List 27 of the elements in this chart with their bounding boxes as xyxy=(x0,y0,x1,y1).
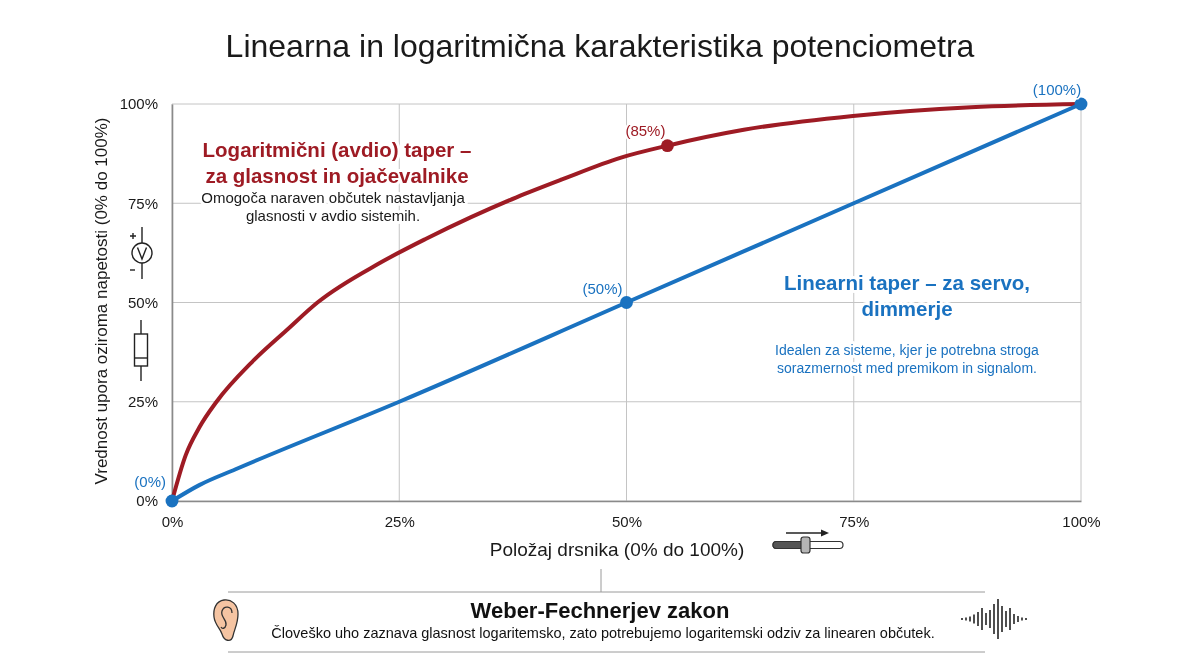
point xyxy=(620,296,633,309)
x-axis-title: Položaj drsnika (0% do 100%) xyxy=(489,539,745,560)
x-tick-label: 0% xyxy=(161,512,184,530)
data-label: (0%) xyxy=(134,473,166,490)
point xyxy=(1074,97,1088,111)
x-tick-label: 25% xyxy=(384,512,415,530)
y-tick-label: 25% xyxy=(127,393,158,411)
chart-title: Linearna in logaritmična karakteristika potenciometra xyxy=(225,28,975,64)
text: Človeško uho zaznava glasnost logaritemsko, zato potrebujemo logaritemski odziv za linearen občutek. xyxy=(271,625,935,641)
data-label: (50%) xyxy=(582,279,623,297)
x-tick-label: 50% xyxy=(611,512,643,530)
data-label: (100%) xyxy=(1032,81,1082,98)
series-label: Logaritmični (avdio) taper – za glasnost in ojačevalnike xyxy=(202,138,472,187)
y-tick-label: 100% xyxy=(119,95,158,113)
series-label: Linearni taper – za servo, dimmerje xyxy=(783,271,1031,320)
point xyxy=(165,494,179,508)
annotation: Idealen za sisteme, kjer je potrebna stroga sorazmernost med premikom in signalom. xyxy=(775,342,1040,376)
x-tick-label: 100% xyxy=(1062,512,1101,530)
x-tick-label: 75% xyxy=(839,512,870,530)
y-tick-label: 50% xyxy=(127,293,158,311)
y-axis-title: Vrednost upora oziroma napetosti (0% do 100%) xyxy=(92,117,111,485)
text: Weber-Fechnerjev zakon xyxy=(470,598,730,623)
point xyxy=(660,139,674,153)
y-tick-label: 0% xyxy=(136,492,158,510)
annotation: Omogoča naraven občutek nastavljanja glasnosti v avdio sistemih. xyxy=(201,189,466,224)
y-tick-label: 75% xyxy=(127,194,158,212)
annotation: (85%) xyxy=(625,121,666,139)
